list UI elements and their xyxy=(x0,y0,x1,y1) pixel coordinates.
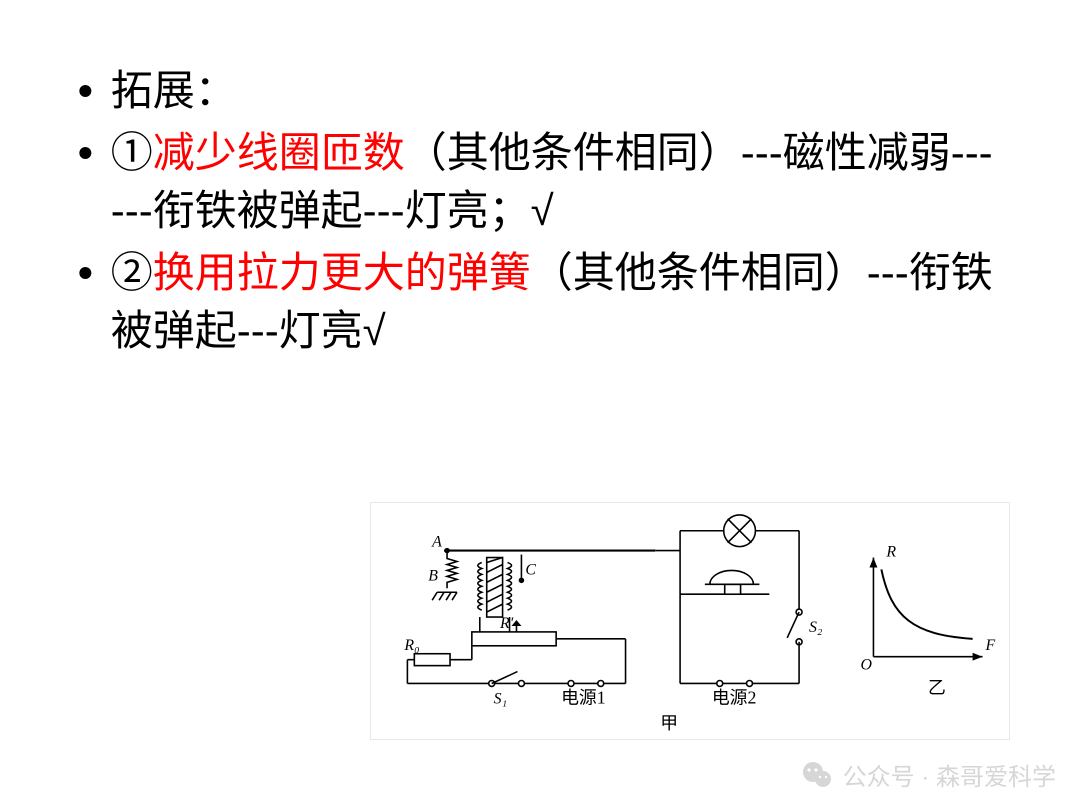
bullet-prefix: ② xyxy=(111,249,153,296)
bullet-text: 拓展： xyxy=(111,62,237,120)
bullet-text: ①减少线圈匝数（其他条件相同）---磁性减弱------衔铁被弹起---灯亮；√ xyxy=(111,124,1002,240)
slide-content: • 拓展： • ①减少线圈匝数（其他条件相同）---磁性减弱------衔铁被弹… xyxy=(0,0,1080,360)
label-S2: S₂ xyxy=(809,619,823,636)
bullet-marker: • xyxy=(78,124,93,182)
bullet-text: ②换用拉力更大的弹簧（其他条件相同）---衔铁被弹起---灯亮√ xyxy=(111,244,1002,360)
label-jia: 甲 xyxy=(660,713,678,733)
circuit-svg: A B C R₀ R' S₁ S₂ R F O 电源1 电源2 甲 乙 xyxy=(371,503,1009,739)
label-O: O xyxy=(861,657,873,674)
label-C: C xyxy=(525,561,536,578)
label-B: B xyxy=(428,567,438,584)
label-A: A xyxy=(431,534,442,551)
label-F: F xyxy=(984,637,995,654)
bullet-item: • ②换用拉力更大的弹簧（其他条件相同）---衔铁被弹起---灯亮√ xyxy=(78,244,1002,360)
bullet-highlight: 换用拉力更大的弹簧 xyxy=(153,249,531,296)
label-yi: 乙 xyxy=(928,677,946,697)
watermark-text: 公众号 · 森哥爱科学 xyxy=(843,757,1056,792)
circuit-diagram: A B C R₀ R' S₁ S₂ R F O 电源1 电源2 甲 乙 xyxy=(370,502,1010,740)
label-source1: 电源1 xyxy=(561,687,606,707)
label-R0: R₀ xyxy=(403,637,419,654)
label-Rprime: R' xyxy=(499,615,514,632)
wechat-icon xyxy=(801,759,833,791)
graph-curve xyxy=(881,569,972,638)
label-R: R xyxy=(885,544,896,561)
bullet-rest: 拓展： xyxy=(111,67,237,114)
bullet-highlight: 减少线圈匝数 xyxy=(153,129,405,176)
label-source2: 电源2 xyxy=(712,687,757,707)
bullet-item: • 拓展： xyxy=(78,62,1002,120)
watermark: 公众号 · 森哥爱科学 xyxy=(801,757,1056,792)
bullet-item: • ①减少线圈匝数（其他条件相同）---磁性减弱------衔铁被弹起---灯亮… xyxy=(78,124,1002,240)
bullet-marker: • xyxy=(78,62,93,120)
bullet-marker: • xyxy=(78,244,93,302)
bullet-prefix: ① xyxy=(111,129,153,176)
label-S1: S₁ xyxy=(494,690,507,707)
